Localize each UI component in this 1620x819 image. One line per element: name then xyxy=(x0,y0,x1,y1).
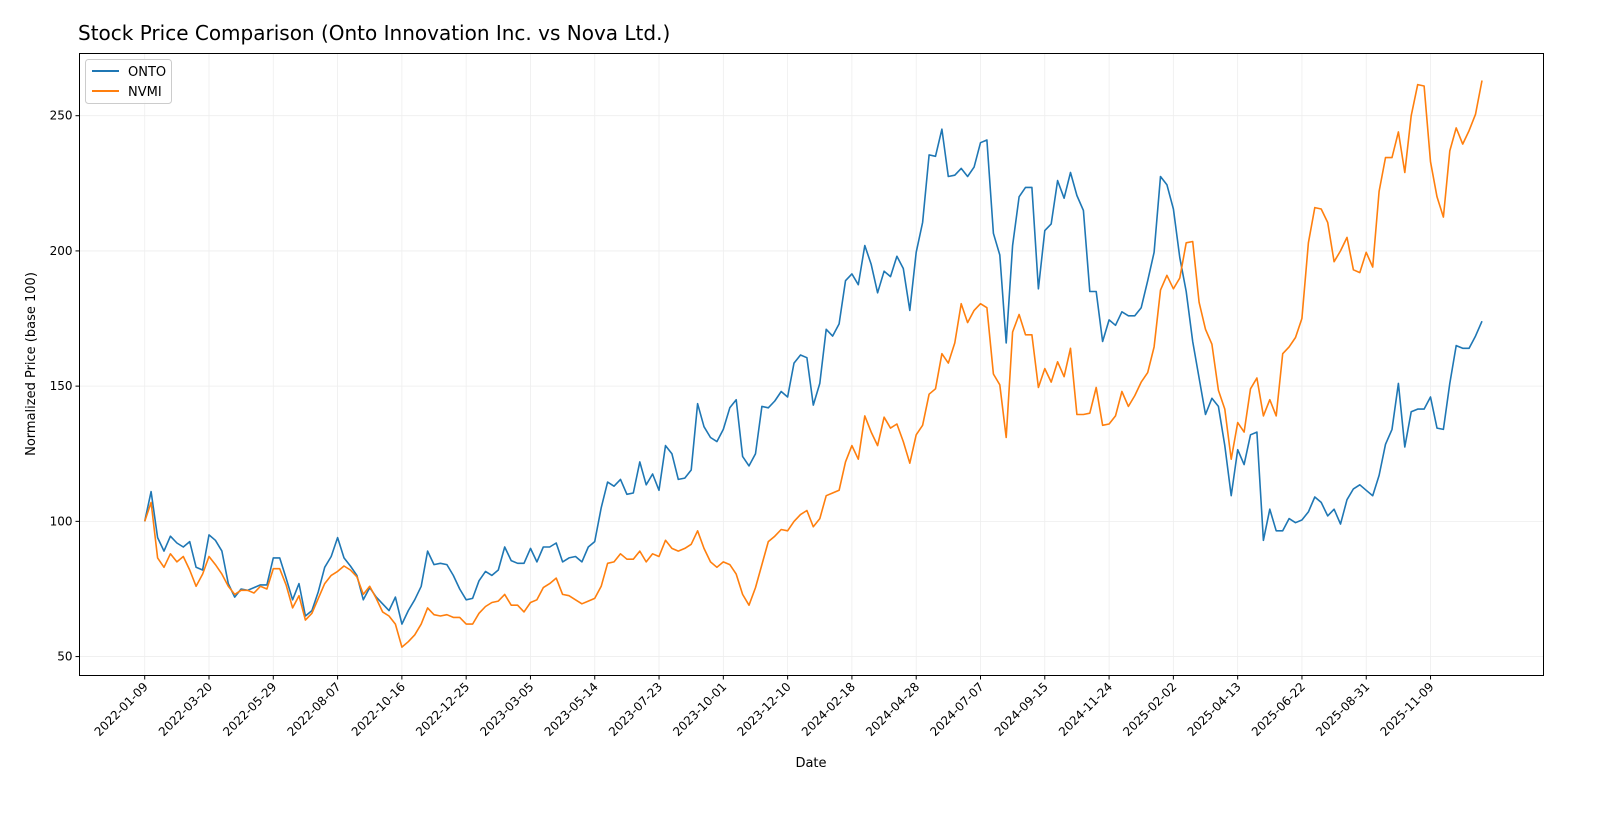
y-tick-label: 250 xyxy=(50,109,73,123)
x-tick-label: 2025-11-09 xyxy=(1377,680,1436,739)
x-tick-label: 2024-11-24 xyxy=(1056,680,1115,739)
y-tick-label: 50 xyxy=(57,650,72,664)
x-tick-label: 2022-10-16 xyxy=(349,680,408,739)
y-tick-label: 100 xyxy=(50,514,73,528)
x-tick-label: 2024-02-18 xyxy=(799,680,858,739)
series-line-nvmi xyxy=(143,80,1483,648)
x-tick-label: 2024-04-28 xyxy=(863,680,922,739)
x-axis-ticks: 2022-01-09 2022-03-20 2022-05-29 2022-08-07… xyxy=(92,675,1437,739)
x-tick-label: 2024-07-07 xyxy=(927,680,986,739)
x-tick-label: 2022-12-25 xyxy=(413,680,472,739)
x-tick-label: 2025-06-22 xyxy=(1249,680,1308,739)
x-tick-label: 2022-01-09 xyxy=(92,680,151,739)
x-tick-label: 2023-10-01 xyxy=(670,680,729,739)
x-tick-label: 2022-03-20 xyxy=(156,680,215,739)
x-tick-label: 2025-08-31 xyxy=(1313,680,1372,739)
legend: ONTO NVMI xyxy=(85,59,172,104)
x-tick-label: 2024-09-15 xyxy=(992,680,1051,739)
legend-label-nvmi: NVMI xyxy=(128,85,162,100)
grid-lines xyxy=(79,53,1544,676)
chart-title: Stock Price Comparison (Onto Innovation … xyxy=(78,21,670,45)
y-axis-ticks: 50 100 150 200 250 xyxy=(50,109,80,664)
x-tick-label: 2025-02-02 xyxy=(1120,680,1179,739)
y-tick-label: 200 xyxy=(50,244,73,258)
x-tick-label: 2023-05-14 xyxy=(542,680,601,739)
x-tick-label: 2023-12-10 xyxy=(735,680,794,739)
x-axis-label: Date xyxy=(795,756,826,771)
x-tick-label: 2022-05-29 xyxy=(220,680,279,739)
x-tick-label: 2023-07-23 xyxy=(606,680,665,739)
x-tick-label: 2023-03-05 xyxy=(477,680,536,739)
legend-label-onto: ONTO xyxy=(128,65,166,80)
plot-frame xyxy=(79,53,1544,676)
series-lines xyxy=(143,80,1483,648)
x-tick-label: 2022-08-07 xyxy=(284,680,343,739)
series-line-onto xyxy=(143,128,1483,625)
x-tick-label: 2025-04-13 xyxy=(1185,680,1244,739)
y-tick-label: 150 xyxy=(50,379,73,393)
y-axis-label: Normalized Price (base 100) xyxy=(24,272,39,456)
